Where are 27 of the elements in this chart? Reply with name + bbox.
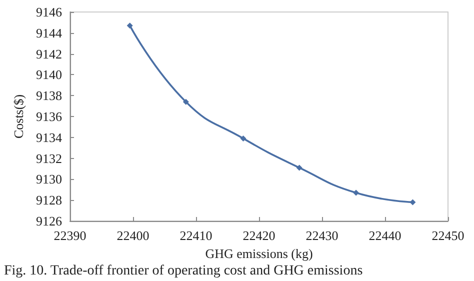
x-axis-title: GHG emissions (kg) [205, 246, 313, 261]
y-tick-label: 9128 [36, 192, 62, 208]
x-tick-label: 22410 [180, 228, 212, 243]
point [410, 199, 416, 206]
y-tick-label: 9144 [36, 25, 62, 40]
y-tick-label: 9146 [36, 4, 62, 20]
x-tick-label: 22420 [242, 228, 276, 243]
y-tick-label: 9130 [36, 172, 62, 187]
y-tick-label: 9138 [36, 88, 62, 104]
y-tick-label: 9132 [36, 150, 62, 166]
y-tick-label: 9142 [36, 46, 62, 62]
x-tick-label: 22430 [306, 228, 338, 243]
caption: Fig. 10. Trade-off frontier of operating cost and GHG emissions [4, 264, 363, 278]
point [126, 22, 133, 29]
y-axis-title: Costs($) [11, 94, 26, 139]
point [353, 190, 360, 196]
x-tick-label: 22400 [116, 228, 150, 243]
y-tick-label: 9134 [36, 130, 62, 145]
point [182, 98, 189, 105]
y-tick-label: 9136 [36, 109, 62, 124]
x-tick-label: 22440 [368, 228, 402, 243]
y-tick-label: 9126 [36, 214, 62, 228]
x-tick-label: 22450 [432, 228, 464, 243]
y-tick-label: 9140 [36, 67, 62, 82]
x-tick-label: 22390 [54, 228, 86, 243]
point [296, 164, 302, 171]
point [240, 135, 246, 142]
